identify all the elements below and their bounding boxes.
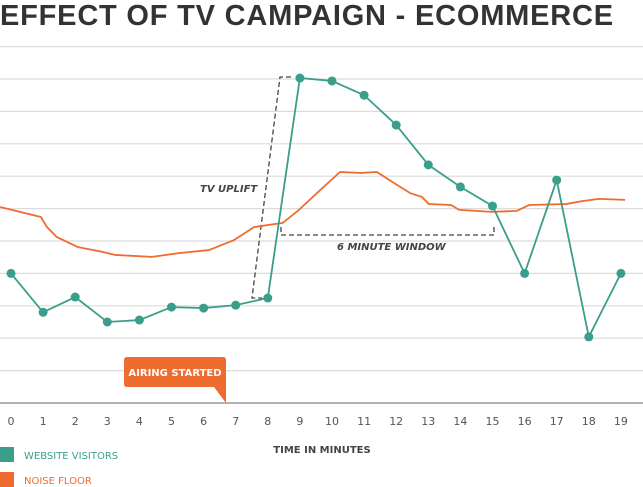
website-visitors-point — [231, 300, 241, 310]
x-tick-label: 12 — [389, 415, 403, 428]
x-tick-label: 5 — [168, 415, 175, 428]
airing-started-label: AIRING STARTED — [128, 368, 221, 379]
x-tick-label: 10 — [325, 415, 339, 428]
x-tick-label: 3 — [104, 415, 111, 428]
x-tick-label: 13 — [421, 415, 435, 428]
website-visitors-point — [102, 317, 112, 327]
website-visitors-point — [38, 307, 48, 317]
legend-swatch-noise-floor — [0, 472, 14, 487]
six-minute-window-bracket — [280, 227, 495, 236]
website-visitors-point — [488, 201, 497, 211]
website-visitors-point — [359, 90, 369, 100]
x-tick-label: 8 — [264, 415, 271, 428]
chart-title: EFFECT OF TV CAMPAIGN - ECOMMERCE — [0, 0, 614, 32]
website-visitors-point — [263, 293, 273, 303]
x-tick-label: 6 — [200, 415, 207, 428]
website-visitors-point — [134, 315, 144, 325]
x-tick-label: 19 — [614, 415, 628, 428]
legend-swatch-website-visitors — [0, 447, 14, 462]
x-tick-label: 16 — [518, 415, 532, 428]
legend-label-noise-floor: NOISE FLOOR — [24, 476, 92, 487]
x-tick-label: 11 — [357, 415, 371, 428]
x-tick-label: 0 — [8, 415, 15, 428]
legend-label-website-visitors: WEBSITE VISITORS — [24, 451, 118, 462]
x-tick-label: 14 — [453, 415, 467, 428]
website-visitors-point — [455, 182, 465, 192]
airing-started-callout: AIRING STARTED — [124, 357, 226, 403]
website-visitors-point — [391, 120, 401, 130]
x-tick-label: 9 — [296, 415, 303, 428]
legend: WEBSITE VISITORS NOISE FLOOR — [0, 447, 118, 487]
x-tick-label: 7 — [232, 415, 239, 428]
website-visitors-point — [423, 160, 433, 170]
x-tick-label: 18 — [582, 415, 596, 428]
tv-uplift-label: TV UPLIFT — [200, 184, 258, 195]
x-axis-title: TIME IN MINUTES — [273, 445, 370, 456]
x-tick-label: 1 — [40, 415, 47, 428]
website-visitors-point — [552, 175, 562, 185]
x-tick-label: 15 — [486, 415, 500, 428]
website-visitors-point — [70, 292, 80, 302]
website-visitors-point — [167, 302, 176, 312]
x-tick-label: 4 — [136, 415, 143, 428]
website-visitors-point — [327, 76, 337, 86]
website-visitors-point — [584, 332, 594, 342]
noise-floor-line — [0, 171, 626, 258]
six-minute-window-label: 6 MINUTE WINDOW — [337, 242, 447, 253]
website-visitors-line — [10, 77, 622, 340]
website-visitors-point — [295, 73, 305, 83]
x-tick-label: 17 — [550, 415, 564, 428]
website-visitors-point — [616, 268, 626, 278]
tv-uplift-bracket — [251, 76, 291, 299]
website-visitors-point — [6, 268, 16, 278]
website-visitors-point — [199, 303, 209, 313]
website-visitors-point — [520, 268, 530, 278]
x-tick-label: 2 — [72, 415, 79, 428]
